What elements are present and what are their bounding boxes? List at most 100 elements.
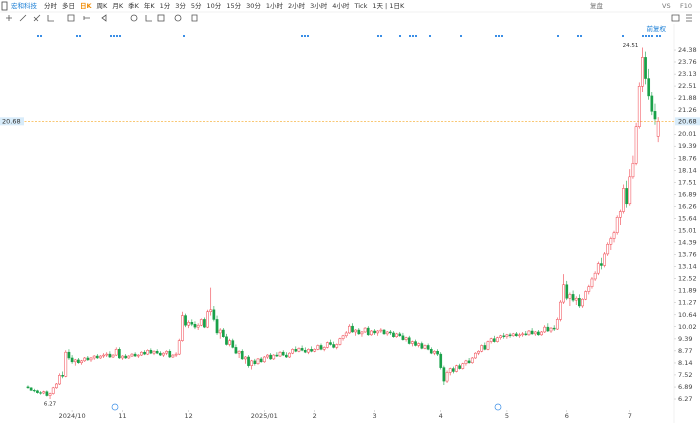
period-tab[interactable]: 多日	[62, 1, 75, 10]
candle-body	[373, 330, 376, 334]
candle-body	[329, 342, 332, 345]
candle-body	[486, 341, 490, 350]
candle-body	[360, 331, 364, 335]
sidebar-toggle[interactable]	[1, 1, 8, 11]
event-dot	[642, 35, 644, 37]
adjust-label[interactable]: 前复权	[647, 24, 667, 33]
period-tab[interactable]: 月K	[112, 2, 124, 10]
candle-body	[86, 357, 90, 361]
candle-body	[319, 345, 323, 350]
period-tab[interactable]: 年K	[144, 1, 156, 10]
ray-icon[interactable]	[33, 14, 41, 22]
event-markers	[37, 35, 661, 37]
y-tick-label: 10.02	[678, 323, 697, 331]
candle-body	[429, 349, 433, 354]
toolbar-button[interactable]: 复盘	[590, 1, 604, 10]
period-tab[interactable]: 1小时	[266, 1, 284, 10]
candle-body	[291, 349, 294, 354]
candle-body	[515, 333, 518, 337]
eye-icon[interactable]	[174, 14, 182, 22]
x-tick-label: 12	[185, 412, 193, 420]
candle-body	[234, 347, 238, 354]
period-tab[interactable]: 日K	[80, 2, 93, 10]
period-tab[interactable]: 分时	[44, 1, 58, 10]
pattern-icon[interactable]	[145, 15, 152, 22]
candle-body	[262, 356, 266, 363]
candle-body	[64, 351, 68, 377]
candle-body	[111, 354, 115, 358]
candle-body	[121, 355, 124, 359]
measure-icon[interactable]	[83, 16, 90, 20]
period-tab[interactable]: 季K	[128, 1, 140, 10]
event-icon[interactable]	[111, 403, 119, 411]
period-tab[interactable]: 1分	[160, 1, 171, 10]
period-tab[interactable]: 30分	[246, 1, 261, 10]
plot: 24.38 23.76 23.13 22.51 21.88 21.26 20.01 19.39…	[0, 43, 700, 420]
period-tab[interactable]: 10分	[207, 1, 222, 10]
candle-body	[581, 298, 584, 307]
y-tick-label: 13.14	[678, 263, 697, 271]
candle-body	[505, 334, 509, 338]
y-tick-label: 6.27	[678, 395, 692, 403]
menu-icon[interactable]	[686, 14, 692, 22]
candle-body	[499, 335, 502, 338]
line-icon[interactable]	[19, 14, 27, 22]
delete-icon[interactable]	[191, 14, 198, 22]
y-tick-label: 16.89	[678, 190, 697, 198]
candle-body	[335, 344, 339, 348]
candle-body	[442, 367, 446, 382]
candle-body	[39, 392, 42, 394]
period-tab[interactable]: 3分	[175, 1, 186, 10]
candle-body	[474, 352, 477, 359]
y-tick-label: 16.26	[678, 203, 697, 211]
period-tab[interactable]: 4小时	[332, 1, 350, 10]
candle-body	[272, 354, 276, 360]
event-icon[interactable]	[494, 403, 502, 411]
period-tab[interactable]: 2小时	[288, 1, 306, 10]
period-tab[interactable]: 5分	[191, 1, 202, 10]
candle-body	[540, 331, 543, 336]
candle-body	[439, 353, 443, 368]
candle-body	[253, 360, 257, 365]
event-dot	[116, 35, 118, 37]
candle-body	[565, 284, 569, 299]
candle-body	[615, 217, 619, 233]
layout-icon[interactable]	[671, 14, 680, 22]
period-tab[interactable]: 周K	[97, 2, 109, 10]
channel-icon[interactable]	[47, 15, 54, 22]
period-tab[interactable]: 1天 | 1日K	[372, 2, 405, 10]
candle-body	[228, 340, 231, 345]
candle-body	[51, 387, 55, 394]
period-tab[interactable]: 15分	[226, 1, 241, 10]
candle-body	[584, 291, 588, 300]
toolbar-button[interactable]: VS	[662, 2, 671, 10]
toolbar-button[interactable]: F10	[680, 2, 692, 10]
period-tab[interactable]: Tick	[353, 2, 367, 10]
candle-body	[26, 386, 30, 389]
candle-body	[420, 343, 424, 349]
candle-body	[247, 356, 250, 366]
shape-icon[interactable]	[130, 14, 138, 22]
crosshair-icon[interactable]	[6, 15, 12, 21]
candle-body	[395, 333, 398, 338]
x-tick-label: 7	[628, 412, 632, 420]
candle-body	[193, 323, 197, 328]
event-dot	[301, 35, 303, 37]
event-dot	[377, 35, 379, 37]
candle-body	[162, 352, 165, 356]
fib-icon[interactable]	[67, 14, 75, 22]
period-tab[interactable]: 3小时	[310, 1, 328, 10]
candle-body	[568, 294, 572, 299]
event-dot	[577, 35, 579, 37]
x-tick-label: 6	[565, 412, 569, 420]
lock-icon[interactable]	[157, 14, 165, 22]
candle-body	[244, 356, 247, 360]
arrow-icon[interactable]	[101, 14, 107, 22]
candle-body	[464, 360, 468, 365]
event-dot	[415, 35, 417, 37]
candle-body	[622, 188, 625, 212]
candle-body	[196, 324, 200, 328]
stock-name[interactable]: 宏和科技	[11, 1, 38, 10]
candle-body	[310, 349, 313, 352]
event-dot	[412, 35, 414, 37]
